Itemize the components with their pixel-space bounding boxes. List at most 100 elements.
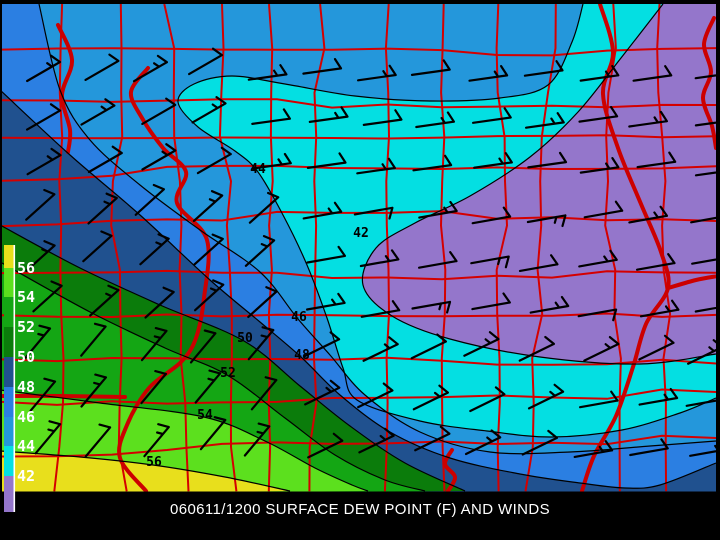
colorbar-swatch — [4, 268, 14, 297]
wind-barb-icon — [244, 235, 276, 267]
wind-barb-icon — [32, 280, 63, 313]
wind-barb-icon — [34, 420, 62, 455]
wind-barb-icon — [525, 112, 565, 129]
wind-barb-icon — [25, 188, 56, 221]
wind-barb-icon — [362, 336, 399, 362]
contour-label: 52 — [220, 366, 236, 381]
colorbar-swatch — [4, 387, 14, 417]
wind-barb-icon — [199, 416, 227, 451]
wind-barb-icon — [410, 59, 451, 76]
wind-barb-icon — [247, 286, 278, 318]
wind-barb-icon — [84, 53, 120, 81]
wind-barb-icon — [357, 382, 394, 409]
wind-barb-icon — [141, 97, 177, 125]
wind-barb-icon — [144, 286, 175, 319]
contour-label: 42 — [353, 226, 369, 241]
wind-barb-icon — [470, 255, 510, 269]
contour-label: 48 — [294, 348, 310, 363]
wind-barb-icon — [469, 386, 506, 413]
wind-barb-icon — [689, 444, 716, 457]
wind-barb-icon — [80, 373, 107, 408]
wind-barb-icon — [521, 429, 558, 456]
wind-barb-icon — [26, 147, 62, 176]
wind-barb-icon — [89, 284, 120, 317]
wind-barb-icon — [308, 106, 349, 123]
wind-barb-icon — [518, 335, 555, 362]
county-grid — [2, 4, 716, 492]
wind-barb-icon — [638, 334, 675, 361]
wind-barb-icon — [29, 377, 57, 412]
wind-barb-icon — [579, 157, 620, 174]
wind-barb-icon — [690, 216, 716, 224]
wind-barb-icon — [471, 292, 511, 311]
wind-barb-icon — [134, 183, 165, 216]
wind-barb-icon — [196, 146, 232, 175]
wind-barb-icon — [573, 440, 614, 458]
wind-barb-icon — [302, 201, 343, 220]
wind-barb-icon — [87, 145, 123, 174]
wind-barb-icon — [526, 214, 567, 228]
wind-barb-icon — [356, 157, 396, 175]
wind-barb-icon — [412, 154, 453, 172]
wind-barb-icon — [84, 423, 112, 458]
contour-label: 50 — [237, 331, 253, 346]
wind-barb-icon — [252, 152, 292, 170]
wind-barb-icon — [628, 205, 668, 224]
colorbar-labels: 56 54 52 50 48 46 44 42 — [17, 259, 35, 485]
contour-lines — [2, 4, 716, 492]
wind-barb-icon — [194, 369, 222, 404]
colorbar-label: 56 — [17, 259, 35, 277]
wind-barb-icon — [694, 306, 716, 313]
contour-labels: 44 42 46 48 50 52 54 56 — [146, 162, 369, 470]
wind-barb-icon — [362, 109, 403, 126]
wind-barb-icon — [302, 58, 343, 75]
colorbar-label: 46 — [17, 408, 35, 426]
wind-barb-icon — [411, 300, 452, 314]
wind-barb-icon — [694, 74, 716, 80]
wind-barb-icon — [463, 331, 500, 357]
wind-barb-icon — [26, 54, 62, 83]
wind-barb-icon — [24, 324, 52, 359]
wind-barb-icon — [464, 429, 502, 456]
wind-barb-icon — [304, 379, 341, 406]
wind-barb-icon — [357, 64, 397, 82]
wind-barb-icon — [577, 308, 618, 322]
wind-barb-icon — [82, 230, 113, 263]
wind-barb-icon — [188, 47, 224, 76]
wind-barb-icon — [189, 329, 217, 364]
colorbar-label: 48 — [17, 378, 35, 396]
contour-label: 56 — [146, 455, 162, 470]
wind-barb-icon — [26, 103, 62, 131]
colorbar-swatch — [4, 245, 14, 268]
contour-label: 46 — [291, 310, 307, 325]
band-below-42 — [362, 4, 716, 365]
wind-barb-icon — [132, 54, 168, 83]
wind-barb-icon — [639, 299, 680, 318]
colorbar-label: 44 — [17, 437, 35, 455]
wind-barb-icon — [415, 111, 455, 129]
wind-barb-icon — [527, 151, 568, 169]
colorbar-swatch — [4, 327, 14, 357]
colorbar-swatch — [4, 357, 14, 387]
wind-barb-icon — [247, 326, 275, 361]
contour-label: 44 — [250, 162, 266, 177]
wind-barb-icon — [358, 427, 395, 454]
colorbar-swatch — [4, 417, 14, 446]
wind-barb-icon — [243, 422, 271, 457]
wind-barb-icon — [638, 387, 679, 406]
wind-barb-icon — [636, 151, 677, 169]
wind-barb-icon — [80, 98, 116, 126]
wind-barb-icon — [579, 65, 620, 82]
wind-barb-icon — [414, 425, 451, 452]
wind-barb-icon — [140, 370, 167, 405]
wind-barb-icon — [143, 423, 170, 458]
wind-barb-icon — [194, 279, 225, 312]
wind-barb-icon — [518, 254, 559, 272]
wind-barb-icon — [303, 331, 341, 358]
wind-barb-icon — [694, 121, 716, 127]
wind-barb-icon — [578, 249, 618, 268]
wind-barb-icon — [251, 108, 291, 125]
wind-barb-icon — [360, 300, 401, 318]
wind-barb-icon — [632, 65, 673, 82]
